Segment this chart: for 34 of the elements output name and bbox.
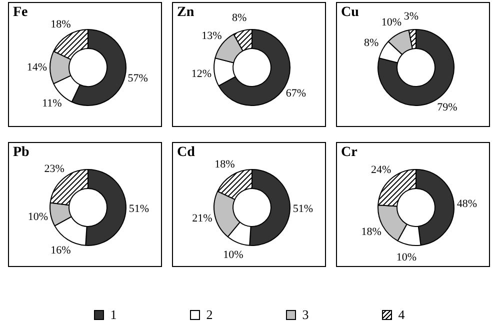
chart-title: Zn [177, 5, 194, 21]
data-label: 79% [437, 102, 458, 114]
data-label: 16% [50, 244, 71, 256]
data-label: 24% [371, 164, 392, 176]
data-label: 51% [128, 202, 150, 215]
chart-title: Cd [177, 145, 195, 161]
data-label: 57% [128, 72, 148, 85]
data-label: 11% [42, 97, 62, 110]
legend-label: 1 [110, 307, 117, 323]
chart-title: Pb [13, 145, 30, 161]
data-label: 23% [44, 163, 64, 176]
data-label: 21% [192, 212, 212, 225]
data-label: 10% [396, 251, 417, 264]
data-label: 10% [381, 16, 402, 29]
data-label: 51% [292, 202, 314, 215]
data-label: 67% [286, 87, 306, 100]
data-label: 10% [28, 210, 48, 223]
data-label: 48% [456, 198, 477, 210]
data-label: 8% [232, 12, 247, 24]
legend-label: 4 [398, 307, 405, 323]
data-label: 12% [191, 68, 212, 80]
chart-title: Cr [341, 145, 358, 161]
chart-title: Cu [341, 5, 359, 21]
data-label: 13% [202, 30, 222, 42]
data-label: 3% [404, 10, 419, 23]
data-label: 8% [364, 36, 379, 49]
legend-label: 2 [206, 307, 213, 323]
data-label: 18% [361, 226, 382, 238]
data-label: 18% [214, 158, 235, 170]
data-label: 14% [26, 61, 48, 74]
data-label: 10% [223, 248, 244, 261]
data-label: 18% [50, 18, 71, 30]
chart-title: Fe [13, 5, 28, 21]
legend-label: 3 [302, 307, 309, 323]
